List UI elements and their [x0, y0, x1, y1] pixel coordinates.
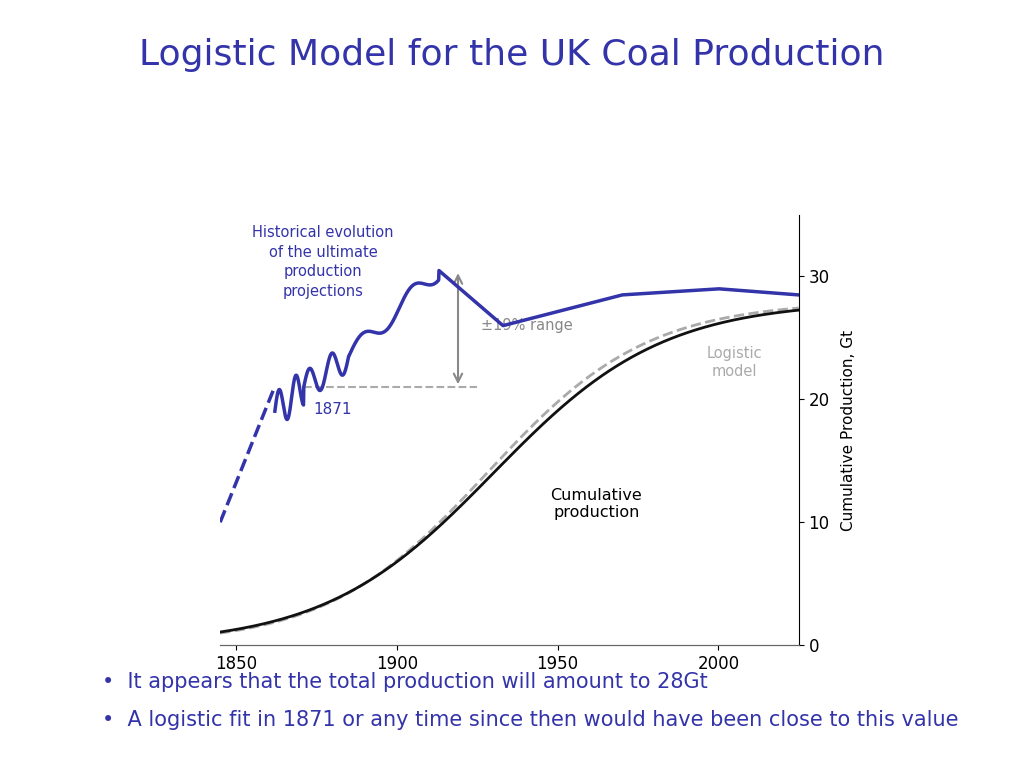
Text: Cumulative
production: Cumulative production: [550, 488, 642, 520]
Y-axis label: Cumulative Production, Gt: Cumulative Production, Gt: [841, 329, 856, 531]
Text: Historical evolution
of the ultimate
production
projections: Historical evolution of the ultimate pro…: [252, 225, 394, 300]
Text: 1871: 1871: [313, 402, 352, 417]
Text: Logistic Model for the UK Coal Production: Logistic Model for the UK Coal Productio…: [139, 38, 885, 72]
Text: ±19% range: ±19% range: [480, 318, 572, 333]
Text: •  A logistic fit in 1871 or any time since then would have been close to this v: • A logistic fit in 1871 or any time sin…: [102, 710, 958, 730]
Text: Logistic
model: Logistic model: [707, 346, 762, 379]
Text: •  It appears that the total production will amount to 28Gt: • It appears that the total production w…: [102, 672, 709, 692]
